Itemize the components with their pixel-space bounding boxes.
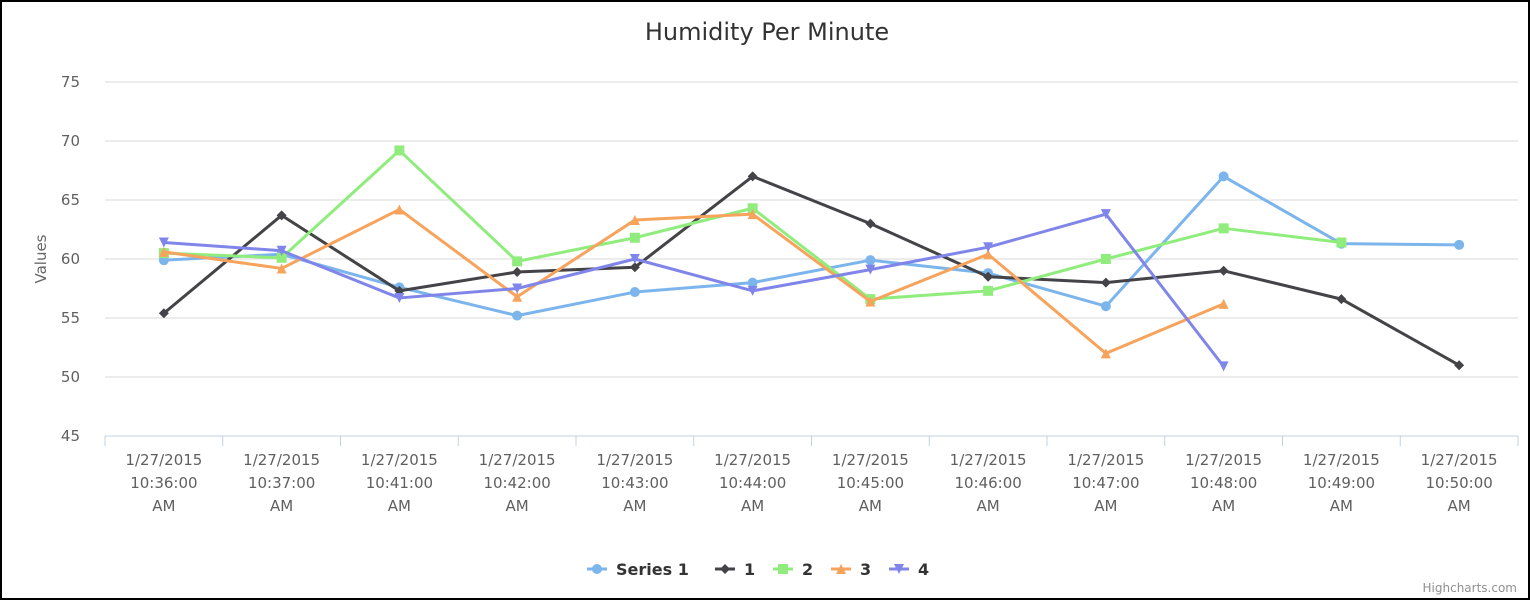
legend-marker [778, 564, 788, 574]
data-point[interactable] [1218, 298, 1229, 309]
data-point[interactable] [512, 310, 523, 321]
data-point[interactable] [1336, 294, 1347, 305]
data-point[interactable] [629, 232, 640, 243]
data-point[interactable] [747, 203, 758, 214]
data-point[interactable] [983, 271, 994, 282]
legend-marker [720, 564, 730, 574]
x-tick-label: 1/27/2015 10:42:00 AM [479, 451, 556, 515]
data-point[interactable] [747, 285, 758, 296]
x-tick-label: 1/27/2015 10:47:00 AM [1067, 451, 1144, 515]
data-point[interactable] [747, 277, 758, 288]
x-tick-label: 1/27/2015 10:49:00 AM [1303, 451, 1380, 515]
data-point[interactable] [394, 292, 405, 303]
data-point[interactable] [394, 145, 405, 156]
data-point[interactable] [512, 256, 523, 267]
data-point[interactable] [1336, 237, 1347, 248]
series-5 [158, 209, 1229, 372]
data-point[interactable] [512, 266, 523, 277]
legend-item[interactable]: 4 [889, 560, 929, 579]
data-point[interactable] [865, 296, 876, 307]
data-point[interactable] [629, 262, 640, 273]
data-point[interactable] [1100, 277, 1111, 288]
y-tick-label: 65 [61, 191, 80, 209]
legend-label: 3 [860, 560, 871, 579]
data-point[interactable] [158, 246, 169, 257]
data-point[interactable] [747, 209, 758, 220]
data-point[interactable] [983, 249, 994, 260]
data-point[interactable] [629, 254, 640, 264]
series-4 [158, 204, 1229, 359]
x-tick-label: 1/27/2015 10:48:00 AM [1185, 451, 1262, 515]
data-point[interactable] [1100, 348, 1111, 359]
series-line [162, 174, 1461, 318]
data-point[interactable] [865, 264, 876, 275]
x-tick-label: 1/27/2015 10:44:00 AM [714, 451, 791, 515]
x-tick-label: 1/27/2015 10:41:00 AM [361, 451, 438, 515]
data-point[interactable] [1100, 254, 1111, 264]
legend-item[interactable]: 3 [831, 560, 871, 579]
data-point[interactable] [1100, 209, 1111, 220]
data-point[interactable] [158, 308, 169, 319]
series-line [162, 207, 1226, 355]
data-point[interactable] [1218, 223, 1229, 234]
data-point[interactable] [629, 215, 640, 226]
data-point[interactable] [276, 245, 287, 256]
series-group [158, 145, 1465, 372]
data-point[interactable] [512, 291, 523, 302]
data-point[interactable] [512, 283, 523, 294]
legend-marker [894, 564, 904, 574]
data-point[interactable] [276, 263, 287, 274]
chart-title: Humidity Per Minute [645, 18, 889, 46]
legend-label: 1 [744, 560, 755, 579]
y-tick-label: 50 [61, 368, 80, 386]
data-point[interactable] [983, 285, 994, 296]
data-point[interactable] [276, 210, 287, 221]
legend-marker [592, 564, 602, 574]
legend-item[interactable]: Series 1 [587, 560, 689, 579]
data-point[interactable] [983, 242, 994, 253]
data-point[interactable] [1218, 265, 1229, 276]
y-axis-label: Values [32, 234, 50, 283]
credits-link[interactable]: Highcharts.com [1423, 581, 1517, 595]
data-point[interactable] [158, 237, 169, 248]
data-point[interactable] [1454, 360, 1465, 371]
x-tick-label: 1/27/2015 10:45:00 AM [832, 451, 909, 515]
legend-label: 4 [918, 560, 929, 579]
series-line [162, 174, 1461, 367]
series-line [162, 212, 1226, 368]
data-point[interactable] [1454, 239, 1465, 250]
x-tick-label: 1/27/2015 10:37:00 AM [243, 451, 320, 515]
y-tick-label: 45 [61, 427, 80, 445]
y-tick-label: 60 [61, 250, 80, 268]
data-point[interactable] [629, 287, 640, 298]
x-axis: 1/27/2015 10:36:00 AM 1/27/2015 10:37:00 AM 1/… [104, 435, 1519, 515]
legend-marker [836, 564, 846, 574]
legend-item[interactable]: 1 [715, 560, 755, 579]
y-axis-ticks: 45 50 55 60 65 70 75 [61, 73, 80, 445]
legend[interactable]: Series 1 1 2 3 4 [587, 560, 929, 579]
x-tick-label: 1/27/2015 10:43:00 AM [596, 451, 673, 515]
data-point[interactable] [865, 255, 876, 266]
data-point[interactable] [276, 252, 287, 263]
x-tick-label: 1/27/2015 10:50:00 AM [1421, 451, 1498, 515]
series-2 [158, 171, 1465, 371]
y-tick-label: 70 [61, 132, 80, 150]
data-point[interactable] [394, 204, 405, 215]
x-tick-label: 1/27/2015 10:46:00 AM [950, 451, 1027, 515]
legend-label: Series 1 [616, 560, 689, 579]
data-point[interactable] [747, 171, 758, 182]
grid-lines [105, 81, 1518, 378]
y-tick-label: 55 [61, 309, 80, 327]
data-point[interactable] [1218, 361, 1229, 372]
data-point[interactable] [1100, 301, 1111, 312]
x-tick-label: 1/27/2015 10:36:00 AM [125, 451, 202, 515]
data-point[interactable] [1218, 171, 1229, 182]
legend-item[interactable]: 2 [773, 560, 813, 579]
series-1 [158, 171, 1465, 321]
y-tick-label: 75 [61, 73, 80, 91]
data-point[interactable] [865, 218, 876, 229]
legend-label: 2 [802, 560, 813, 579]
